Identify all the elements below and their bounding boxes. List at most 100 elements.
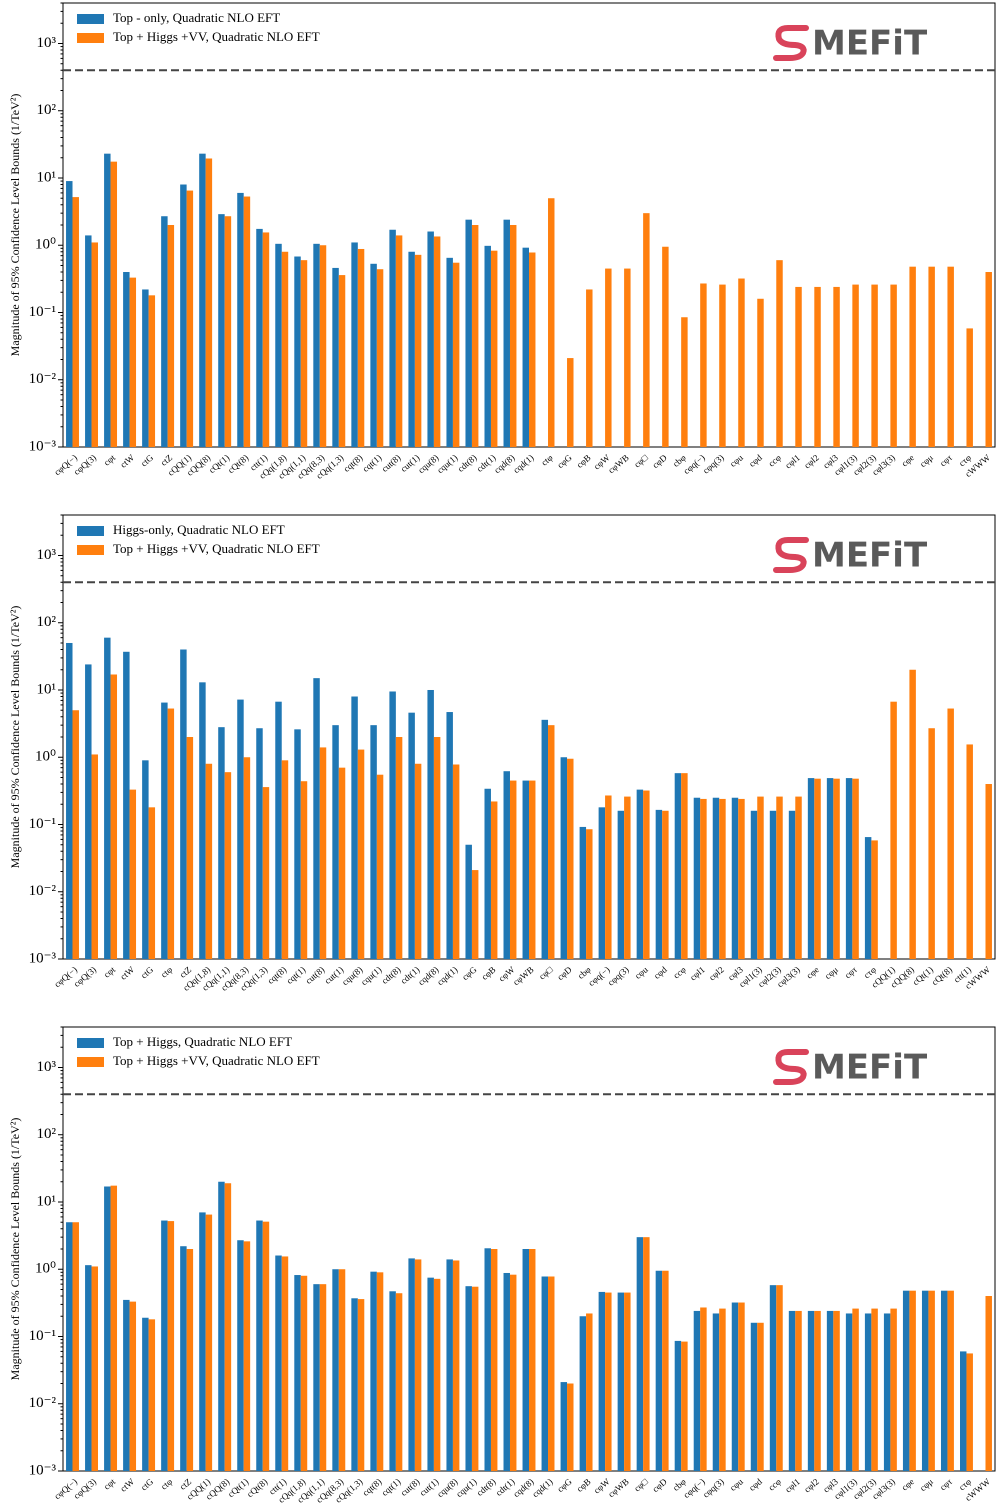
- bar: [814, 778, 821, 959]
- bar: [509, 1274, 517, 1471]
- y-tick-label: 10⁰: [35, 1261, 56, 1277]
- x-tick-label: cφWB: [606, 452, 631, 475]
- x-tick-label: cqt(8): [361, 1476, 384, 1497]
- bar: [332, 267, 339, 447]
- x-tick-label: cφl1: [688, 964, 707, 982]
- bar: [186, 1249, 194, 1471]
- bar: [256, 728, 263, 959]
- x-tick-label: cφl1: [783, 452, 802, 470]
- bar: [129, 1301, 137, 1471]
- legend-label: Higgs-only, Quadratic NLO EFT: [113, 522, 285, 537]
- bar: [180, 1246, 187, 1471]
- bar: [224, 772, 232, 959]
- bar: [452, 262, 460, 447]
- x-tick-label: cφ□: [632, 1476, 650, 1493]
- bar: [395, 1293, 403, 1471]
- bar: [218, 727, 225, 959]
- bar: [237, 1240, 244, 1471]
- x-tick-label: cqd(1): [530, 1476, 554, 1499]
- logo-icon: [773, 1049, 809, 1085]
- bar: [332, 1269, 339, 1471]
- x-tick-label: cQt(8): [226, 452, 250, 475]
- bar: [66, 1222, 73, 1471]
- bar: [427, 231, 434, 447]
- bar: [180, 184, 187, 447]
- bar: [351, 1298, 358, 1471]
- bar: [275, 243, 282, 447]
- bar: [567, 1383, 574, 1471]
- bar: [104, 637, 111, 959]
- bar: [548, 198, 555, 447]
- bar: [807, 1310, 815, 1471]
- bar: [148, 295, 156, 447]
- bar: [357, 1299, 365, 1471]
- x-tick-label: cφB: [575, 1476, 593, 1493]
- bar: [376, 269, 384, 447]
- y-tick-label: 10⁻³: [29, 438, 57, 454]
- bar: [776, 260, 783, 447]
- bar: [529, 252, 536, 447]
- legend-swatch: [77, 14, 104, 24]
- bar: [928, 1290, 935, 1471]
- bar: [624, 796, 631, 959]
- bar: [928, 266, 935, 447]
- x-tick-label: cφq(3): [701, 452, 726, 475]
- bar: [605, 1292, 612, 1471]
- x-tick-label: cφG: [555, 452, 574, 470]
- x-tick-label: cφWB: [606, 1476, 631, 1499]
- bar: [560, 1382, 568, 1471]
- bar: [465, 1286, 472, 1471]
- bar: [788, 810, 796, 959]
- x-tick-label: cφq(3): [606, 964, 631, 987]
- x-tick-label: cut(8): [303, 964, 326, 985]
- x-tick-label: cφd: [747, 452, 764, 469]
- bar: [567, 758, 574, 959]
- x-tick-label: cφB: [479, 964, 497, 981]
- x-tick-label: cφμ: [918, 452, 935, 469]
- bar: [731, 1302, 739, 1471]
- x-tick-label: ccφ: [671, 964, 688, 980]
- bar: [852, 284, 859, 447]
- x-tick-label: cφq(−): [681, 452, 706, 476]
- bar: [72, 710, 79, 959]
- bar: [186, 190, 194, 447]
- bar: [427, 689, 434, 959]
- bar: [509, 225, 517, 447]
- y-tick-label: 10⁻³: [29, 950, 57, 966]
- bar: [319, 245, 327, 447]
- bar: [674, 773, 682, 959]
- bar: [199, 682, 206, 959]
- bar: [186, 737, 194, 959]
- bar: [465, 844, 472, 959]
- bar: [243, 757, 251, 959]
- bar: [636, 789, 644, 959]
- y-axis-label: Magnitude of 95% Confidence Level Bounds…: [8, 606, 22, 869]
- x-tick-label: cqt(1): [284, 964, 307, 985]
- y-tick-label: 10¹: [37, 169, 57, 185]
- x-tick-label: cφD: [650, 452, 669, 470]
- x-tick-label: cφu: [728, 452, 745, 469]
- bar: [123, 651, 130, 959]
- x-tick-label: cqt(1): [361, 452, 384, 473]
- x-tick-label: cqu(1): [359, 964, 383, 987]
- bar: [433, 737, 441, 959]
- bar: [142, 760, 149, 959]
- bar: [414, 254, 422, 447]
- bar: [148, 807, 156, 959]
- bar: [757, 298, 764, 447]
- legend-swatch: [77, 33, 104, 43]
- x-tick-label: cφ□: [632, 452, 650, 469]
- x-tick-label: cφτ: [843, 964, 860, 980]
- y-tick-label: 10⁰: [35, 749, 56, 765]
- bar: [142, 1317, 149, 1471]
- bar: [446, 257, 453, 447]
- bar: [85, 664, 92, 959]
- y-tick-label: 10⁻¹: [29, 1328, 56, 1344]
- bar: [598, 1291, 606, 1471]
- bar: [605, 795, 612, 959]
- bar: [845, 1313, 853, 1471]
- y-tick-label: 10²: [37, 1126, 57, 1142]
- x-tick-label: cφt: [102, 1476, 118, 1491]
- logo: MEFiT: [773, 1048, 928, 1088]
- bar: [85, 235, 92, 447]
